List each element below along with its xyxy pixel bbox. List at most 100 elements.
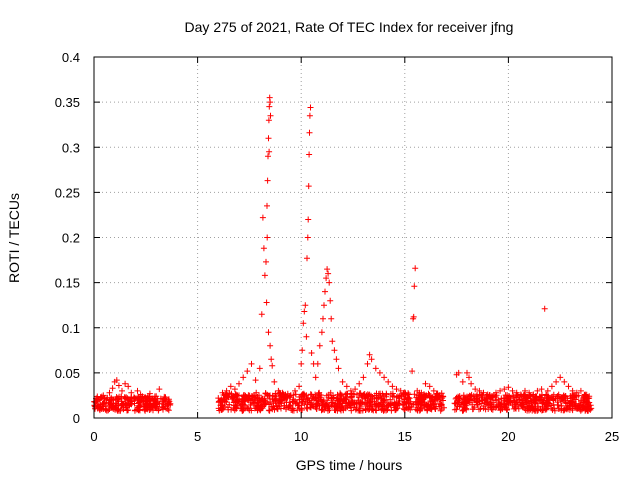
- data-point-band: [527, 397, 534, 404]
- data-point: [331, 347, 338, 354]
- data-point: [565, 383, 572, 390]
- y-tick-label: 0.05: [55, 366, 80, 381]
- data-point-band: [394, 405, 401, 412]
- data-point-band: [277, 399, 284, 406]
- data-point: [305, 216, 312, 223]
- data-point: [307, 104, 314, 111]
- data-point: [480, 389, 487, 396]
- data-point: [435, 392, 441, 399]
- data-point: [322, 288, 328, 295]
- data-point-band: [496, 400, 503, 407]
- data-point: [464, 369, 470, 376]
- data-point-band: [281, 403, 288, 409]
- data-point-band: [566, 403, 573, 410]
- data-point: [266, 148, 273, 155]
- data-point-band: [379, 390, 386, 397]
- data-point: [401, 389, 408, 396]
- data-point-band: [380, 397, 387, 404]
- data-point-band: [335, 397, 341, 404]
- data-point-band: [425, 402, 432, 409]
- data-point-band: [325, 391, 332, 398]
- data-point: [372, 365, 379, 372]
- data-point: [125, 383, 132, 390]
- data-point-band: [371, 398, 378, 405]
- data-point: [240, 374, 247, 381]
- data-point-band: [539, 391, 545, 398]
- data-point-band: [580, 395, 587, 402]
- data-point-band: [563, 406, 570, 413]
- data-point: [412, 265, 419, 272]
- data-point: [103, 396, 110, 403]
- data-point-band: [143, 401, 150, 408]
- data-point: [328, 315, 335, 322]
- y-tick-label: 0.15: [55, 276, 80, 291]
- data-point-band: [503, 400, 510, 406]
- data-point: [582, 391, 589, 398]
- data-point-band: [554, 393, 561, 399]
- data-point-band: [96, 405, 103, 412]
- data-point: [553, 378, 560, 385]
- data-point-band: [464, 396, 471, 403]
- data-point-band: [562, 393, 569, 400]
- data-point-band: [461, 405, 468, 412]
- data-point: [325, 270, 332, 277]
- data-point-band: [338, 404, 345, 411]
- data-point: [264, 202, 270, 209]
- data-point: [320, 315, 326, 322]
- data-point: [517, 391, 524, 398]
- data-point-band: [545, 394, 552, 401]
- data-point: [430, 387, 437, 394]
- y-tick-label: 0.3: [62, 140, 80, 155]
- data-point: [260, 245, 267, 252]
- data-point: [258, 311, 265, 318]
- data-point-band: [351, 401, 358, 408]
- data-point: [265, 117, 272, 124]
- data-point-band: [266, 407, 273, 414]
- data-point: [306, 112, 313, 119]
- data-point-band: [331, 407, 338, 413]
- data-point-band: [274, 406, 281, 413]
- data-point: [159, 398, 166, 405]
- data-point-band: [498, 395, 505, 402]
- data-point-band: [328, 401, 335, 408]
- data-point-band: [118, 402, 125, 409]
- data-point: [414, 387, 421, 394]
- data-point: [569, 387, 576, 394]
- y-tick-label: 0.4: [62, 50, 80, 65]
- data-point-band: [123, 395, 130, 402]
- data-point: [418, 389, 425, 396]
- data-point-band: [406, 395, 413, 402]
- data-point: [544, 387, 551, 394]
- data-point-band: [469, 406, 476, 413]
- data-point-band: [455, 399, 462, 406]
- data-point-band: [149, 403, 156, 410]
- data-point-band: [388, 407, 395, 414]
- data-point-band: [245, 405, 252, 412]
- data-point: [268, 356, 275, 363]
- data-point: [468, 380, 475, 387]
- data-points: [91, 94, 595, 414]
- data-point-band: [147, 406, 154, 413]
- data-point: [347, 387, 354, 394]
- data-point: [385, 378, 392, 385]
- data-point: [219, 389, 226, 396]
- gridlines: [94, 57, 612, 418]
- data-point-band: [244, 397, 251, 403]
- data-point-band: [219, 406, 226, 413]
- data-point: [493, 389, 499, 396]
- data-point-band: [224, 404, 231, 411]
- x-tick-label: 20: [501, 429, 515, 444]
- data-point: [223, 387, 230, 394]
- data-point: [296, 383, 303, 390]
- data-point: [279, 389, 286, 396]
- data-point-band: [270, 403, 277, 410]
- data-point-band: [531, 401, 538, 407]
- data-point: [573, 389, 580, 396]
- data-point-band: [410, 401, 417, 408]
- data-point-band: [554, 402, 561, 409]
- data-point-band: [136, 407, 143, 414]
- data-point-band: [259, 402, 266, 409]
- data-point-band: [247, 401, 254, 408]
- data-point-band: [438, 406, 445, 413]
- data-point-band: [108, 396, 115, 403]
